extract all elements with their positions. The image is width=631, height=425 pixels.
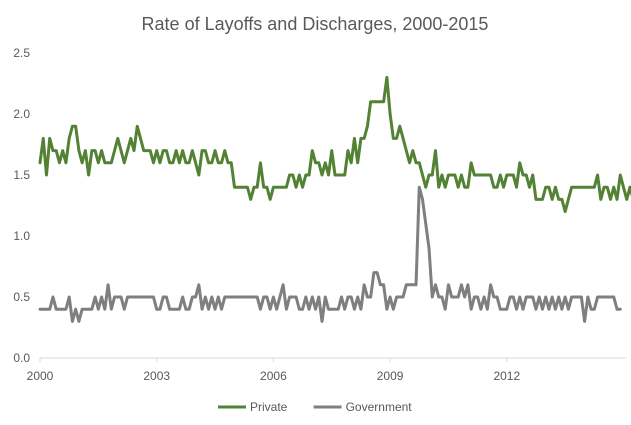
x-tick-label: 2012 [493,369,520,383]
chart-title: Rate of Layoffs and Discharges, 2000-201… [142,14,489,34]
y-tick-label: 2.5 [13,46,30,60]
x-tick-label: 2000 [27,369,54,383]
x-tick-label: 2009 [377,369,404,383]
y-axis-ticks: 0.0 0.5 1.0 1.5 2.0 2.5 [13,46,30,365]
y-tick-label: 1.5 [13,168,30,182]
y-tick-label: 2.0 [13,107,30,121]
legend-label-government: Government [346,400,413,414]
y-tick-label: 0.5 [13,290,30,304]
series-layer [38,75,631,323]
legend-label-private: Private [250,400,288,414]
y-tick-label: 1.0 [13,229,30,243]
x-tick-label: 2003 [143,369,170,383]
x-tick-label: 2006 [260,369,287,383]
x-axis-ticks: 2000 2003 2006 2009 2012 [27,358,520,383]
legend: Private Government [218,400,412,414]
series-line-private [38,75,631,214]
y-tick-label: 0.0 [13,351,30,365]
series-line-government [38,185,622,323]
